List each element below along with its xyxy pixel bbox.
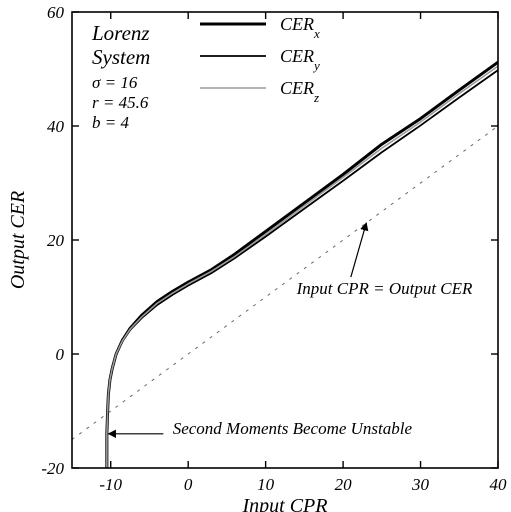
legend-label-CERy: CERy [280,46,320,73]
xtick-label: -10 [99,475,122,494]
series-CERy [107,70,498,468]
ytick-label: 40 [47,117,65,136]
ytick-label: 0 [56,345,65,364]
xtick-label: 10 [257,475,275,494]
series-CERx [107,62,498,468]
xtick-label: 20 [335,475,353,494]
ytick-label: 20 [47,231,65,250]
ytick-label: 60 [47,3,65,22]
x-axis-label: Input CPR [242,495,328,512]
xtick-label: 0 [184,475,193,494]
param-line-1: System [92,45,150,69]
legend-label-CERx: CERx [280,14,320,41]
xtick-label: 30 [411,475,430,494]
chart-svg: -10 0 10 20 30 40 -20 0 20 40 60 Input CPR Output CE… [0,0,511,512]
series-CERz [107,66,498,468]
ytick-label: -20 [41,459,64,478]
param-line-2: σ = 16 [92,73,138,92]
param-line-4: b = 4 [92,113,129,132]
unstable-label: Second Moments Become Unstable [173,419,413,438]
legend-label-CERz: CERz [280,78,319,105]
identity-label-arrow [351,223,366,277]
xtick-label: 40 [490,475,508,494]
chart-container: -10 0 10 20 30 40 -20 0 20 40 60 Input CPR Output CE… [0,0,511,512]
param-line-0: Lorenz [91,21,150,45]
param-line-3: r = 45.6 [92,93,149,112]
identity-label: Input CPR = Output CER [296,279,473,298]
y-axis-label: Output CER [7,191,29,289]
